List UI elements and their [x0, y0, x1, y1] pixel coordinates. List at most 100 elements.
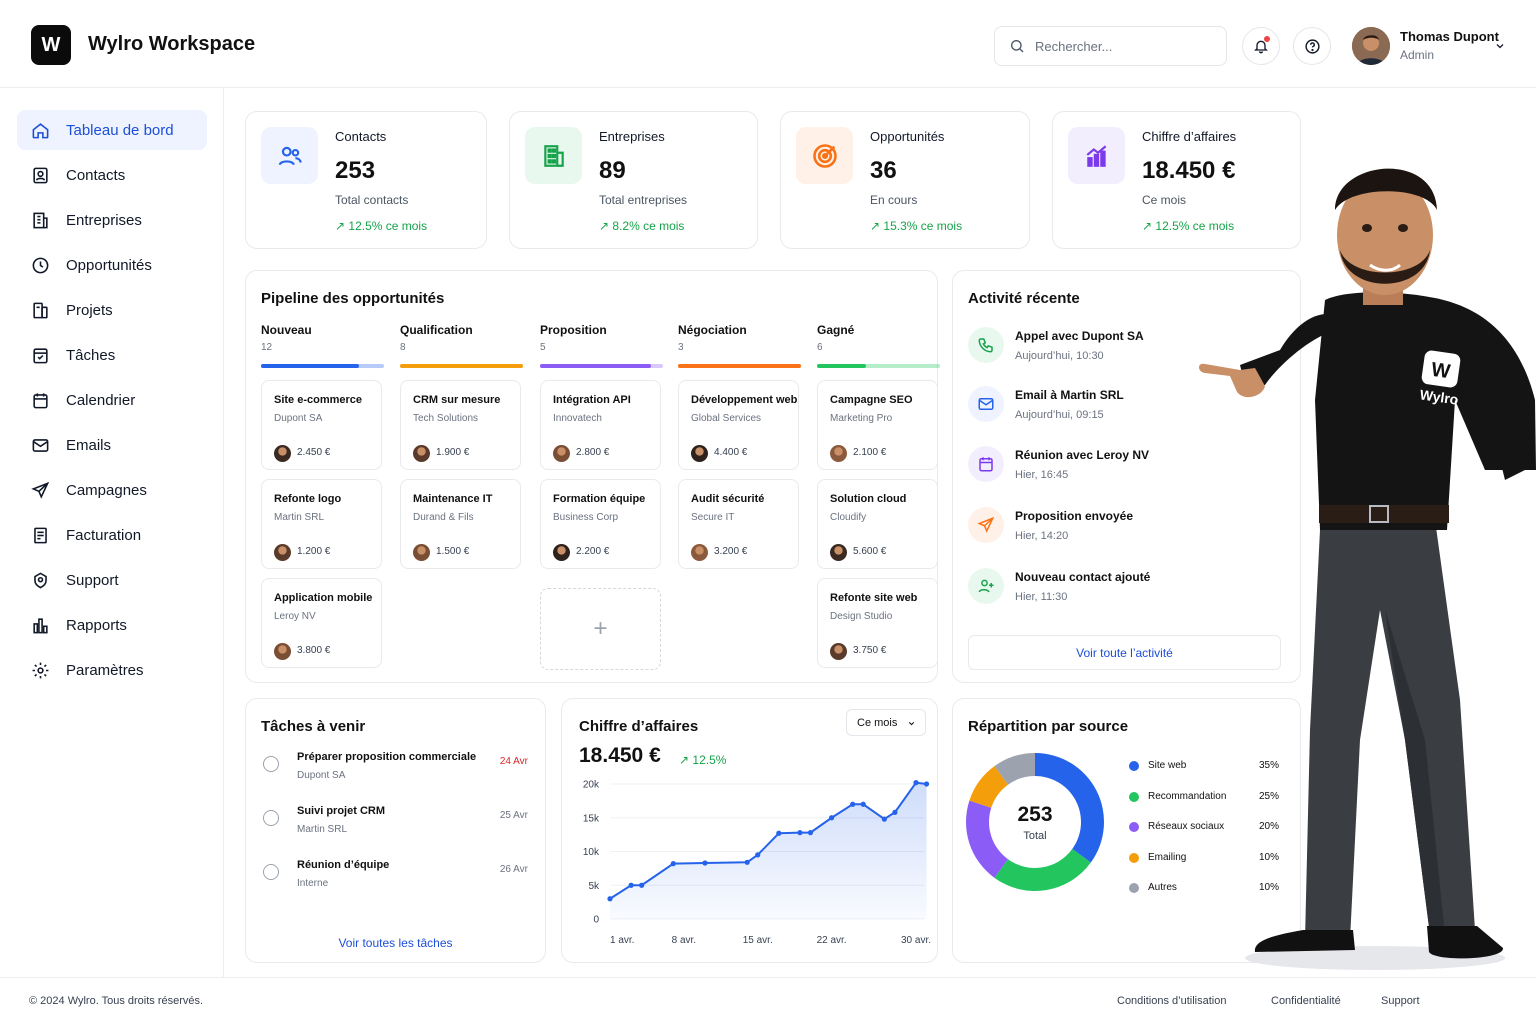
- sidebar-item-label: Support: [66, 571, 119, 589]
- stat-value: 36: [870, 157, 897, 184]
- stat-value: 18.450 €: [1142, 157, 1236, 184]
- sidebar-item-support[interactable]: Support: [17, 560, 207, 600]
- footer-link-privacy[interactable]: Confidentialité: [1271, 995, 1341, 1007]
- sidebar-item-opportunities[interactable]: Opportunités: [17, 245, 207, 285]
- stat-subtitle: Total entreprises: [599, 193, 688, 207]
- footer-link-terms[interactable]: Conditions d’utilisation: [1117, 995, 1227, 1007]
- deal-card[interactable]: Site e-commerce Dupont SA 2.450 €: [261, 380, 382, 470]
- view-all-activity-button[interactable]: Voir toute l’activité: [968, 635, 1281, 670]
- deal-card[interactable]: Refonte logo Martin SRL 1.200 €: [261, 479, 382, 569]
- notification-dot: [1264, 36, 1270, 42]
- donut-slice[interactable]: [994, 753, 1035, 785]
- deal-card[interactable]: Refonte site web Design Studio 3.750 €: [817, 578, 938, 668]
- task-checkbox[interactable]: [263, 810, 279, 826]
- revenue-point[interactable]: [881, 816, 887, 822]
- task-checkbox[interactable]: [263, 756, 279, 772]
- sidebar-item-tasks[interactable]: Tâches: [17, 335, 207, 375]
- sidebar-item-companies[interactable]: Entreprises: [17, 200, 207, 240]
- deal-card[interactable]: Application mobile Leroy NV 3.800 €: [261, 578, 382, 668]
- deal-title: Campagne SEO: [830, 394, 913, 406]
- legend-item: Emailing 10%: [1129, 851, 1279, 867]
- activity-title-text: Appel avec Dupont SA: [1015, 329, 1144, 343]
- deal-card[interactable]: Audit sécurité Secure IT 3.200 €: [678, 479, 799, 569]
- app-logo[interactable]: W: [31, 25, 71, 65]
- revenue-point[interactable]: [670, 861, 676, 867]
- revenue-point[interactable]: [628, 882, 634, 888]
- stat-card-contacts[interactable]: Contacts 253 Total contacts ↗ 12.5% ce m…: [245, 111, 487, 249]
- pipeline-stage-header[interactable]: Proposition 5: [540, 323, 607, 353]
- notifications-button[interactable]: [1242, 27, 1280, 65]
- revenue-point[interactable]: [744, 859, 750, 865]
- stage-count: 3: [678, 342, 684, 353]
- donut-slice[interactable]: [969, 766, 1008, 808]
- donut-slice[interactable]: [1035, 753, 1104, 863]
- revenue-point[interactable]: [755, 852, 761, 858]
- stage-count: 8: [400, 342, 406, 353]
- view-all-tasks-link[interactable]: Voir toutes les tâches: [338, 936, 453, 950]
- pipeline-stage-header[interactable]: Nouveau 12: [261, 323, 312, 353]
- revenue-point[interactable]: [702, 860, 708, 866]
- donut-slice[interactable]: [966, 800, 1008, 878]
- stat-value: 89: [599, 157, 626, 184]
- chevron-down-icon[interactable]: [1494, 40, 1506, 52]
- revenue-point[interactable]: [639, 882, 645, 888]
- donut-slice[interactable]: [994, 849, 1091, 891]
- deal-card[interactable]: Solution cloud Cloudify 5.600 €: [817, 479, 938, 569]
- revenue-point[interactable]: [797, 830, 803, 836]
- stat-label: Opportunités: [870, 129, 945, 144]
- revenue-point[interactable]: [850, 801, 856, 807]
- stat-card-companies[interactable]: Entreprises 89 Total entreprises ↗ 8.2% …: [509, 111, 758, 249]
- revenue-point[interactable]: [892, 809, 898, 815]
- footer-link-support[interactable]: Support: [1381, 995, 1420, 1007]
- pipeline-stage-header[interactable]: Qualification 8: [400, 323, 473, 353]
- revenue-point[interactable]: [913, 780, 919, 786]
- revenue-point[interactable]: [860, 801, 866, 807]
- sidebar-item-calendar[interactable]: Calendrier: [17, 380, 207, 420]
- deal-card[interactable]: Maintenance IT Durand & Fils 1.500 €: [400, 479, 521, 569]
- task-title[interactable]: Préparer proposition commerciale: [297, 751, 477, 763]
- task-title[interactable]: Réunion d’équipe: [297, 859, 390, 871]
- sidebar-item-projects[interactable]: Projets: [17, 290, 207, 330]
- footer-copyright: © 2024 Wylro. Tous droits réservés.: [29, 995, 204, 1007]
- deal-card[interactable]: Développement web Global Services 4.400 €: [678, 380, 799, 470]
- user-role: Admin: [1400, 48, 1435, 62]
- task-title[interactable]: Suivi projet CRM: [297, 805, 386, 817]
- activity-icon: [968, 446, 1004, 482]
- sidebar-item-campaigns[interactable]: Campagnes: [17, 470, 207, 510]
- stage-progress-track: [400, 364, 523, 368]
- deal-card[interactable]: Intégration API Innovatech 2.800 €: [540, 380, 661, 470]
- pipeline-title: Pipeline des opportunités: [261, 290, 445, 307]
- sidebar-item-contacts[interactable]: Contacts: [17, 155, 207, 195]
- sidebar-item-settings[interactable]: Paramètres: [17, 650, 207, 690]
- user-name[interactable]: Thomas Dupont: [1400, 29, 1499, 44]
- stat-card-revenue[interactable]: Chiffre d’affaires 18.450 € Ce mois ↗ 12…: [1052, 111, 1301, 249]
- donut-center-value: 253: [1017, 803, 1053, 826]
- revenue-point[interactable]: [607, 896, 613, 902]
- pipeline-stage-header[interactable]: Gagné 6: [817, 323, 854, 353]
- revenue-point[interactable]: [776, 830, 782, 836]
- deal-title: Refonte site web: [830, 592, 918, 604]
- sidebar-item-billing[interactable]: Facturation: [17, 515, 207, 555]
- revenue-point[interactable]: [828, 815, 835, 821]
- stat-card-opportunities[interactable]: Opportunités 36 En cours ↗ 15.3% ce mois: [780, 111, 1030, 249]
- search-input[interactable]: [1035, 38, 1205, 54]
- sidebar-item-reports[interactable]: Rapports: [17, 605, 207, 645]
- search-box[interactable]: [994, 26, 1227, 66]
- user-avatar[interactable]: [1352, 27, 1390, 65]
- sources-card: Répartition par source 253 Total Site we…: [952, 698, 1301, 963]
- sidebar-item-emails[interactable]: Emails: [17, 425, 207, 465]
- pipeline-stage-header[interactable]: Négociation 3: [678, 323, 747, 353]
- sidebar-item-dashboard[interactable]: Tableau de bord: [17, 110, 207, 150]
- deal-owner-avatar: [413, 544, 430, 561]
- help-button[interactable]: [1293, 27, 1331, 65]
- deal-card[interactable]: Campagne SEO Marketing Pro 2.100 €: [817, 380, 938, 470]
- target-icon: [812, 143, 837, 168]
- revenue-point[interactable]: [923, 781, 930, 787]
- user-plus-icon: [978, 579, 994, 593]
- period-select[interactable]: Ce mois: [846, 709, 926, 736]
- deal-card[interactable]: Formation équipe Business Corp 2.200 €: [540, 479, 661, 569]
- add-deal-button[interactable]: +: [540, 588, 661, 670]
- revenue-point[interactable]: [807, 830, 814, 836]
- task-checkbox[interactable]: [263, 864, 279, 880]
- deal-card[interactable]: CRM sur mesure Tech Solutions 1.900 €: [400, 380, 521, 470]
